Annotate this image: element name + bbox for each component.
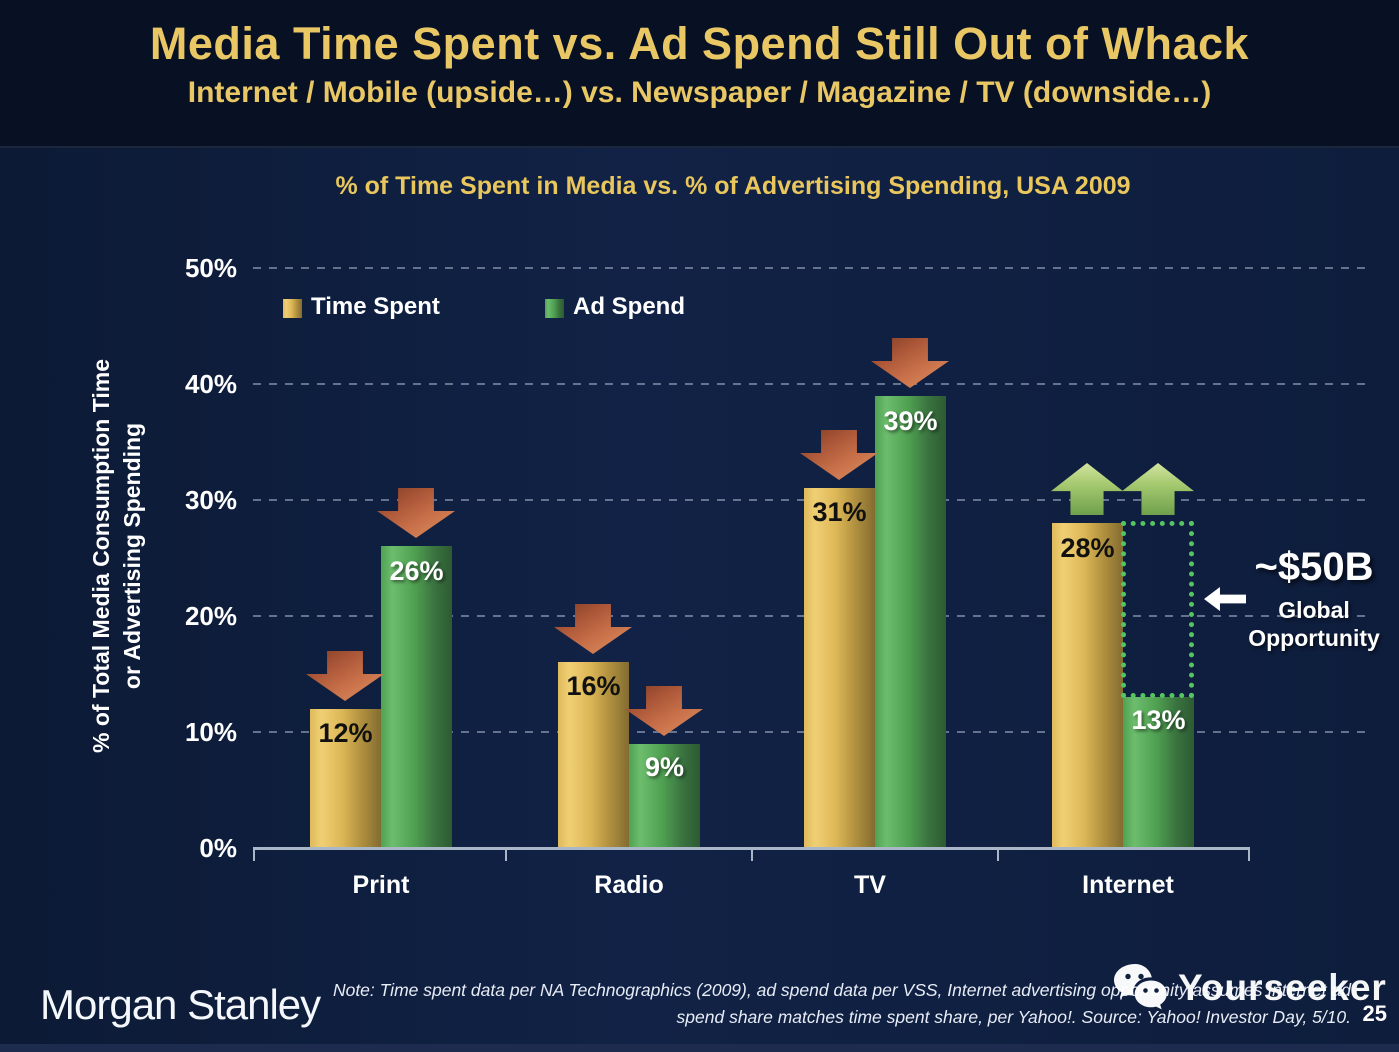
- down-arrow-icon: [377, 488, 455, 538]
- down-arrow-icon: [625, 686, 703, 736]
- opportunity-label-line1: Global: [1278, 597, 1350, 623]
- y-tick-label-30: 30%: [184, 485, 237, 515]
- slide-subtitle: Internet / Mobile (upside…) vs. Newspape…: [187, 76, 1212, 109]
- down-arrow-icon: [306, 651, 384, 701]
- category-label-tv: TV: [854, 871, 886, 899]
- down-arrow-icon: [554, 604, 632, 654]
- y-axis-label-line1: % of Total Media Consumption Time: [88, 359, 114, 753]
- watermark: Yourseeker: [1112, 962, 1387, 1014]
- opportunity-label-line2: Opportunity: [1248, 625, 1380, 651]
- bar-value-time-spent-tv: 31%: [812, 497, 867, 527]
- category-label-internet: Internet: [1082, 871, 1174, 899]
- title-band: [0, 0, 1399, 148]
- brand-logo: Morgan Stanley: [40, 981, 321, 1028]
- opportunity-annotation: ~$50B Global Opportunity: [1240, 545, 1388, 652]
- slide-title: Media Time Spent vs. Ad Spend Still Out …: [149, 18, 1250, 69]
- page-number: 25: [1362, 1001, 1387, 1026]
- footnote-line2: spend share matches time spent share, pe…: [676, 1007, 1351, 1027]
- bar-value-ad-spend-tv: 39%: [883, 406, 938, 436]
- x-axis-tick: [751, 848, 753, 861]
- bottom-strip: [0, 1044, 1399, 1052]
- opportunity-dotted-box: [1121, 521, 1194, 698]
- down-arrow-icon: [800, 430, 878, 480]
- bar-value-ad-spend-radio: 9%: [644, 752, 685, 782]
- category-label-radio: Radio: [594, 871, 664, 899]
- bar-value-ad-spend-internet: 13%: [1131, 705, 1186, 735]
- category-label-print: Print: [352, 871, 410, 899]
- chart-title: % of Time Spent in Media vs. % of Advert…: [335, 172, 1131, 200]
- bar-time-spent-print: [310, 709, 381, 848]
- y-axis-label-line2: or Advertising Spending: [119, 422, 145, 690]
- x-axis-tick: [1248, 848, 1250, 861]
- footnote: Note: Time spent data per NA Technograph…: [311, 977, 1351, 1031]
- footnote-line1: Note: Time spent data per NA Technograph…: [332, 980, 1351, 1000]
- bar-ad-spend-print: [381, 546, 452, 848]
- up-arrow-icon: [1051, 463, 1123, 515]
- watermark-text: Yourseeker: [1178, 967, 1387, 1008]
- bar-ad-spend-internet: [1123, 697, 1194, 848]
- opportunity-value: ~$50B: [1254, 545, 1374, 589]
- bar-time-spent-internet: [1052, 523, 1123, 848]
- bar-time-spent-tv: [804, 488, 875, 848]
- y-tick-label-0: 0%: [199, 833, 237, 863]
- legend-label-ad-spend: Ad Spend: [573, 293, 685, 320]
- bar-time-spent-radio: [558, 662, 629, 848]
- x-axis-tick: [997, 848, 999, 861]
- y-axis-label: % of Total Media Consumption Time or Adv…: [86, 256, 148, 856]
- y-tick-label-20: 20%: [184, 601, 237, 631]
- y-tick-label-40: 40%: [184, 369, 237, 399]
- down-arrow-icon: [871, 338, 949, 388]
- legend-label-time-spent: Time Spent: [311, 293, 440, 320]
- bar-value-time-spent-internet: 28%: [1060, 533, 1115, 563]
- gridline-40: [253, 383, 1367, 385]
- wechat-icon: [1114, 964, 1167, 1010]
- x-axis-tick: [253, 848, 255, 861]
- gridline-50: [253, 267, 1367, 269]
- bar-value-time-spent-radio: 16%: [566, 671, 621, 701]
- y-tick-label-50: 50%: [184, 253, 237, 283]
- bar-value-time-spent-print: 12%: [318, 718, 373, 748]
- up-arrow-icon: [1122, 463, 1194, 515]
- x-axis-tick: [505, 848, 507, 861]
- bar-value-ad-spend-print: 26%: [389, 556, 444, 586]
- legend-swatch-ad-spend: [545, 299, 564, 318]
- y-tick-label-10: 10%: [184, 717, 237, 747]
- bar-ad-spend-tv: [875, 396, 946, 848]
- bar-ad-spend-radio: [629, 744, 700, 848]
- legend-swatch-time-spent: [283, 299, 302, 318]
